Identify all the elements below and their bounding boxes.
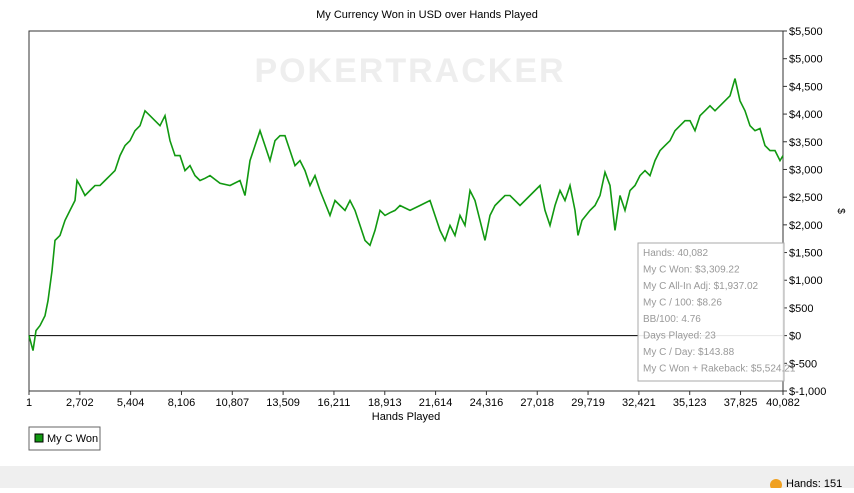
y-axis-label: $ bbox=[835, 208, 846, 214]
chart-title: My Currency Won in USD over Hands Played bbox=[316, 9, 538, 21]
x-tick-label: 29,719 bbox=[571, 397, 605, 409]
tooltip-line: My C / 100: $8.26 bbox=[643, 298, 722, 309]
plot-frame bbox=[28, 30, 784, 392]
legend-label: My C Won bbox=[47, 433, 98, 445]
x-tick-label: 35,123 bbox=[673, 397, 707, 409]
x-tick-label: 27,018 bbox=[520, 397, 554, 409]
legend bbox=[28, 426, 101, 451]
legend-swatch bbox=[34, 433, 44, 443]
x-tick-label: 32,421 bbox=[622, 397, 656, 409]
tooltip-line: Hands: 40,082 bbox=[643, 248, 708, 259]
x-tick-label: 5,404 bbox=[117, 397, 145, 409]
x-tick-label: 10,807 bbox=[215, 397, 249, 409]
y-tick-label: $2,000 bbox=[789, 220, 823, 232]
y-tick-label: $5,000 bbox=[789, 54, 823, 66]
x-tick-label: 2,702 bbox=[66, 397, 94, 409]
tooltip-line: My C Won + Rakeback: $5,524.21 bbox=[643, 364, 796, 375]
y-tick-label: $2,500 bbox=[789, 192, 823, 204]
y-tick-label: $500 bbox=[789, 303, 813, 315]
y-tick-label: $4,500 bbox=[789, 81, 823, 93]
x-tick-label: 8,106 bbox=[168, 397, 196, 409]
watermark: POKERTRACKER bbox=[254, 52, 565, 90]
y-tick-label: $0 bbox=[789, 331, 801, 343]
y-tick-label: $1,500 bbox=[789, 248, 823, 260]
y-tick-label: $4,000 bbox=[789, 109, 823, 121]
tooltip-line: My C All-In Adj: $1,937.02 bbox=[643, 281, 759, 292]
tooltip: Hands: 40,082 My C Won: $3,309.22 My C All… bbox=[637, 242, 796, 382]
x-tick-label: 16,211 bbox=[318, 397, 351, 409]
status-bar bbox=[0, 466, 854, 488]
status-text: Hands: 151 bbox=[786, 478, 842, 488]
series-line bbox=[28, 78, 784, 351]
y-tick-label: $3,000 bbox=[789, 164, 823, 176]
y-tick-label: $-500 bbox=[789, 358, 817, 370]
tooltip-box bbox=[637, 242, 785, 382]
y-tick-label: $-1,000 bbox=[789, 386, 826, 398]
x-tick-label: 13,509 bbox=[266, 397, 300, 409]
x-tick-label: 18,913 bbox=[368, 397, 402, 409]
y-tick-label: $3,500 bbox=[789, 137, 823, 149]
x-tick-label: 40,082 bbox=[766, 397, 800, 409]
x-axis-label: Hands Played bbox=[372, 411, 441, 423]
x-tick-label: 21,614 bbox=[419, 397, 453, 409]
tooltip-line: My C / Day: $143.88 bbox=[643, 347, 735, 358]
y-tick-label: $5,500 bbox=[789, 26, 823, 38]
x-tick-label: 1 bbox=[26, 397, 32, 409]
tooltip-line: My C Won: $3,309.22 bbox=[643, 265, 740, 276]
tooltip-line: Days Played: 23 bbox=[643, 331, 716, 342]
tooltip-line: BB/100: 4.76 bbox=[643, 314, 701, 325]
y-tick-label: $1,000 bbox=[789, 275, 823, 287]
x-tick-label: 24,316 bbox=[470, 397, 504, 409]
x-tick-label: 37,825 bbox=[724, 397, 758, 409]
